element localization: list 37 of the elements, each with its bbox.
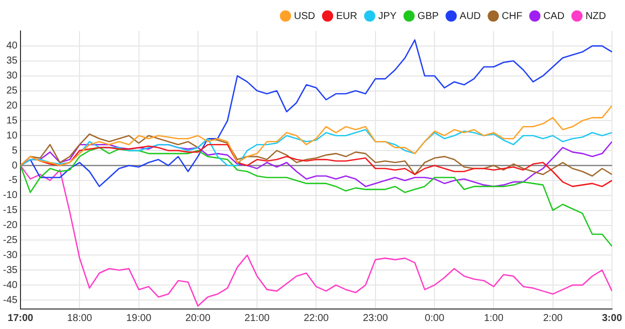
legend-label: NZD: [585, 10, 606, 22]
x-tick-label: 19:00: [126, 312, 152, 324]
y-tick-label: -25: [3, 234, 18, 246]
legend-label: EUR: [336, 10, 358, 22]
y-tick-label: 15: [6, 115, 18, 126]
x-tick-label: 0:00: [424, 312, 445, 324]
y-tick-label: -35: [3, 264, 18, 276]
x-tick-label: 20:00: [185, 312, 211, 324]
y-tick-label: 35: [6, 56, 18, 67]
y-tick-label: 10: [6, 130, 18, 142]
y-tick-label: 40: [6, 40, 18, 52]
x-tick-label: 3:00: [602, 312, 622, 324]
y-tick-label: 0: [12, 160, 18, 172]
legend-label: CAD: [543, 10, 564, 22]
x-tick-label: 2:00: [543, 312, 564, 324]
y-tick-label: 20: [6, 100, 18, 112]
y-tick-label: -15: [3, 205, 18, 216]
legend-label: AUD: [460, 10, 481, 22]
y-tick-label: -40: [3, 280, 18, 291]
legend-label: JPY: [378, 10, 397, 22]
y-tick-label: 25: [6, 86, 18, 97]
x-tick-label: 23:00: [362, 312, 388, 324]
y-tick-label: -30: [3, 250, 18, 261]
y-tick-label: 5: [12, 145, 18, 156]
legend-label: USD: [294, 10, 316, 22]
x-tick-label: 22:00: [304, 312, 330, 324]
x-tick-label: 17:00: [8, 312, 34, 324]
y-tick-label: -45: [3, 294, 18, 306]
y-tick-label: -5: [8, 175, 18, 186]
y-tick-label: -20: [3, 220, 18, 232]
y-tick-label: 30: [6, 70, 18, 82]
x-tick-label: 21:00: [244, 312, 270, 324]
x-tick-label: 18:00: [67, 312, 93, 324]
y-tick-label: -10: [3, 190, 18, 202]
x-tick-label: 1:00: [484, 312, 504, 324]
legend-label: GBP: [418, 10, 439, 22]
legend-label: CHF: [502, 10, 522, 22]
